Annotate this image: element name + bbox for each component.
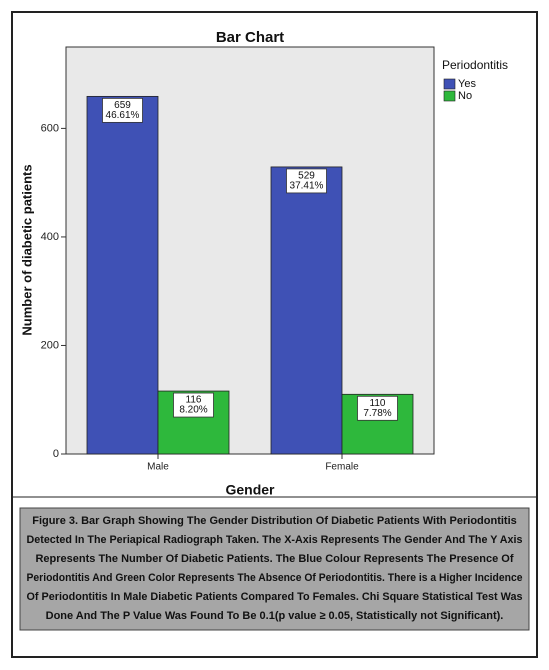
caption-line: Detected In The Periapical Radiograph Ta… (27, 534, 523, 546)
legend-label: Yes (458, 78, 476, 90)
percent-label: 8.20% (179, 405, 207, 416)
y-tick-label: 0 (53, 448, 59, 460)
legend-label: No (458, 90, 472, 102)
legend-title: Periodontitis (442, 58, 508, 72)
y-tick-label: 400 (41, 231, 59, 243)
caption-line: Periodontitis And Green Color Represents… (27, 572, 523, 584)
caption-line: Figure 3. Bar Graph Showing The Gender D… (32, 515, 517, 527)
data-label: 116 (186, 395, 202, 406)
legend-swatch (443, 78, 456, 90)
data-label-box (286, 168, 327, 194)
caption-line: Done And The P Value Was Found To Be 0.1… (46, 610, 504, 622)
percent-label: 37.41% (290, 181, 324, 192)
data-label-box (173, 392, 214, 418)
data-label: 529 (298, 171, 315, 182)
y-tick-label: 200 (41, 339, 59, 351)
x-tick-label: Female (325, 462, 359, 473)
caption-line: Of Periodontitis In Male Diabetic Patien… (27, 591, 523, 603)
bar (86, 95, 159, 455)
percent-label: 46.61% (106, 110, 140, 121)
y-axis-label: Number of diabetic patients (19, 164, 34, 335)
caption-box (19, 507, 530, 631)
data-label-box (357, 395, 398, 421)
data-label-box (102, 97, 143, 123)
y-tick-label: 600 (41, 122, 59, 134)
data-label: 659 (114, 100, 131, 111)
x-axis-label: Gender (225, 482, 275, 498)
percent-label: 7.78% (363, 408, 391, 419)
bar (270, 166, 343, 455)
legend-swatch (443, 90, 456, 102)
chart-title: Bar Chart (216, 29, 284, 46)
data-label: 110 (370, 398, 386, 409)
x-tick-label: Male (147, 462, 169, 473)
caption-line: Represents The Number Of Diabetic Patien… (35, 553, 513, 565)
